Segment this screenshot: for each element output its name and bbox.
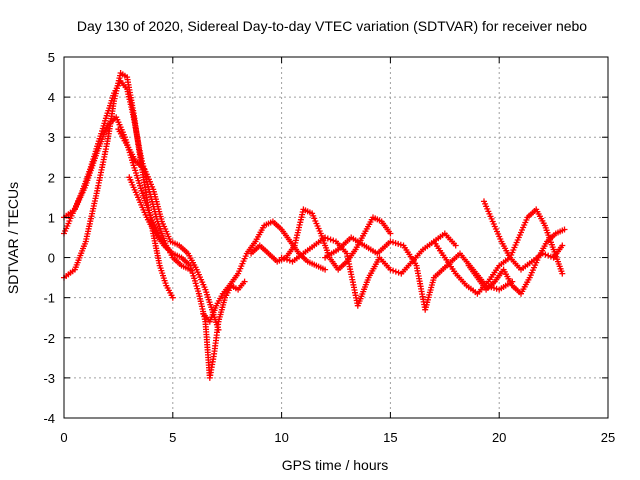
data-point xyxy=(284,256,290,263)
series-sat-h xyxy=(278,230,459,309)
data-point xyxy=(387,266,394,273)
y-axis-label: SDTVAR / TECUs xyxy=(5,182,21,294)
data-point xyxy=(278,254,285,261)
x-tick-label: 15 xyxy=(383,430,397,445)
series-trace xyxy=(63,72,174,298)
x-tick-label: 0 xyxy=(60,430,67,445)
y-tick-label: -4 xyxy=(43,411,55,426)
x-tick-label: 5 xyxy=(169,430,176,445)
data-point xyxy=(397,241,404,248)
series-sat-l xyxy=(465,226,568,297)
y-tick-label: 1 xyxy=(48,210,55,225)
data-point xyxy=(559,270,566,277)
data-point xyxy=(322,266,329,273)
series-sat-d xyxy=(115,126,222,333)
x-axis-label: GPS time / hours xyxy=(282,457,389,473)
data-point xyxy=(169,294,176,301)
y-tick-label: 2 xyxy=(48,170,55,185)
x-tick-label: 20 xyxy=(492,430,506,445)
data-point xyxy=(324,235,331,242)
y-tick-label: -2 xyxy=(43,331,55,346)
plot-frame xyxy=(63,56,609,419)
data-point xyxy=(542,251,549,258)
data-points xyxy=(61,70,568,381)
series-sat-c xyxy=(61,114,172,253)
data-point xyxy=(330,237,337,244)
data-point xyxy=(561,226,568,233)
y-tick-label: -1 xyxy=(43,291,55,306)
data-point xyxy=(392,268,399,275)
chart-title: Day 130 of 2020, Sidereal Day-to-day VTE… xyxy=(77,18,587,34)
series-sat-a xyxy=(61,70,176,301)
y-tick-label: 4 xyxy=(48,90,55,105)
y-tick-label: 3 xyxy=(48,130,55,145)
data-point xyxy=(559,242,566,249)
data-point xyxy=(452,242,459,249)
data-point xyxy=(241,278,248,285)
grid-lines xyxy=(64,57,608,418)
data-point xyxy=(322,234,329,241)
data-point xyxy=(387,230,394,237)
x-tick-label: 25 xyxy=(601,430,615,445)
data-point xyxy=(547,253,554,260)
y-tick-label: 0 xyxy=(48,251,55,266)
y-tick-label: 5 xyxy=(48,50,55,65)
series-sat-f xyxy=(200,218,329,325)
data-point xyxy=(545,252,552,259)
data-point xyxy=(327,236,334,243)
x-tick-label: 10 xyxy=(274,430,288,445)
data-point xyxy=(281,255,288,262)
y-tick-label: -3 xyxy=(43,371,55,386)
data-point xyxy=(395,269,402,276)
axes: -4 -3 -2 -1 0 1 2 3 4 5 0 5 10 15 20 25 xyxy=(43,50,615,445)
data-point xyxy=(390,267,397,274)
series-sat-e xyxy=(126,174,248,381)
